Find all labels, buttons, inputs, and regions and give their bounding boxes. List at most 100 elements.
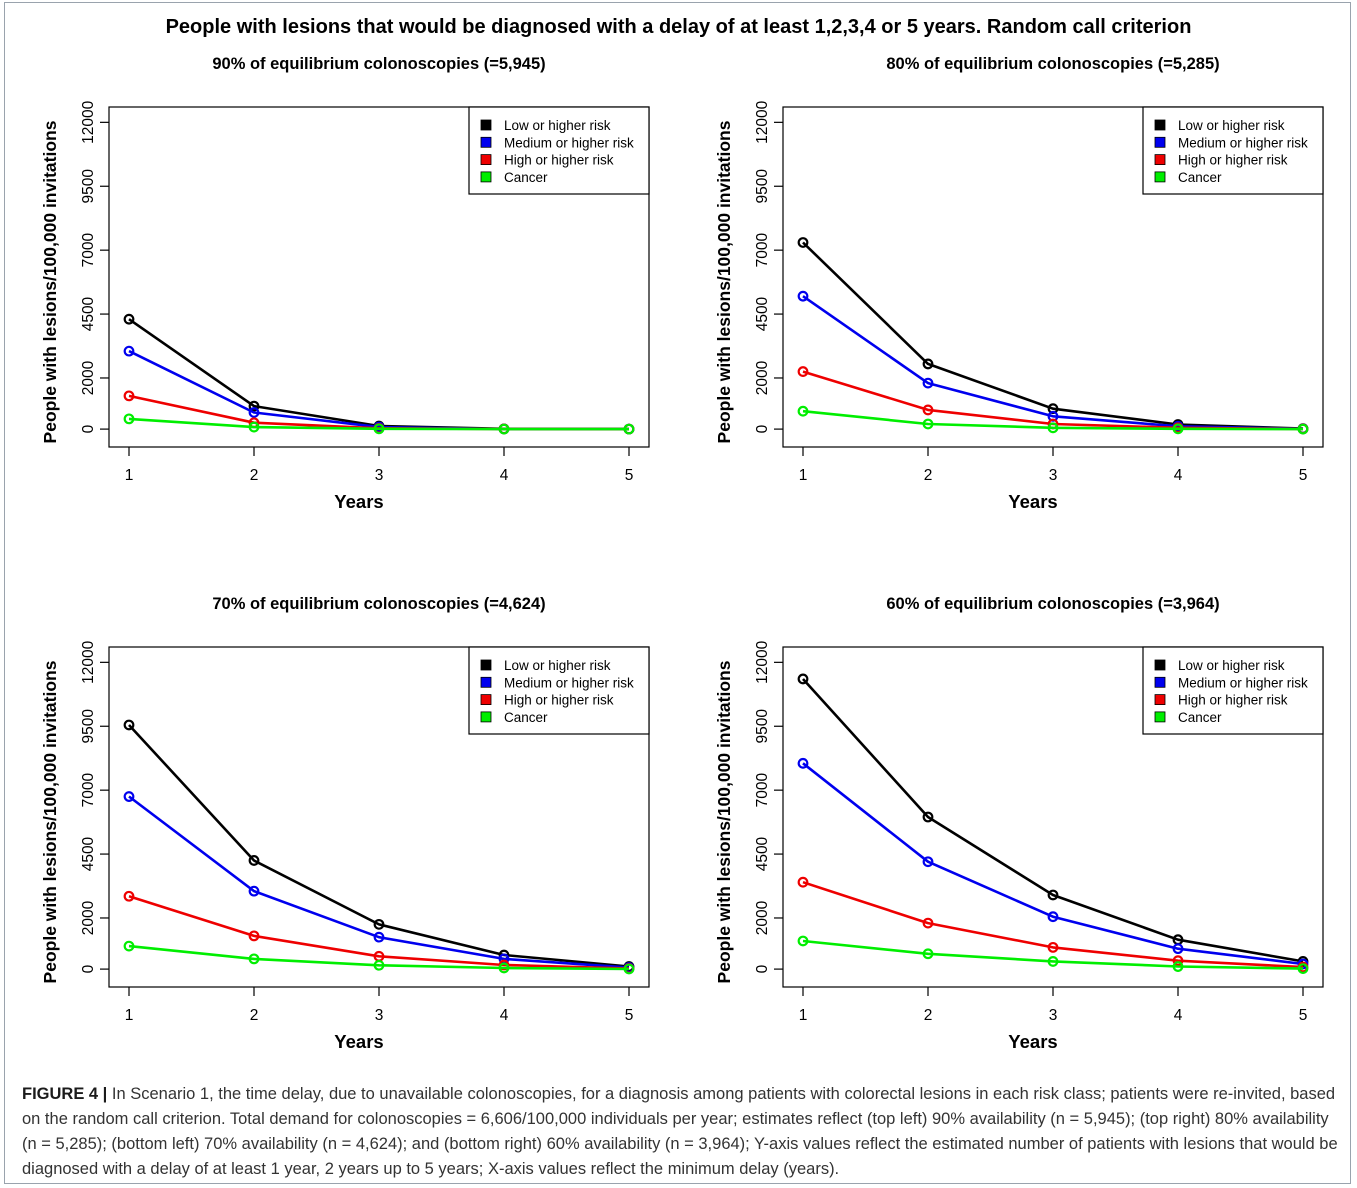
y-tick-label: 0 (754, 964, 771, 973)
data-point (797, 876, 809, 888)
x-tick-label: 1 (799, 467, 808, 484)
data-point (797, 405, 809, 417)
legend: Low or higher risk Medium or higher risk H… (468, 106, 650, 195)
legend-entry: Medium or higher risk (1178, 675, 1308, 690)
x-tick-label: 5 (625, 1007, 634, 1024)
legend-swatch (1154, 711, 1166, 723)
x-tick-label: 3 (375, 467, 384, 484)
data-point (922, 917, 934, 929)
legend-entry: High or higher risk (1178, 693, 1288, 708)
legend-entry: Cancer (504, 710, 548, 725)
figure-caption: FIGURE 4 | In Scenario 1, the time delay… (22, 1082, 1344, 1182)
x-tick-label: 3 (1049, 467, 1058, 484)
x-tick-label: 3 (1049, 1007, 1058, 1024)
caption-label: FIGURE 4 | (22, 1085, 108, 1103)
y-tick-label: 0 (754, 424, 771, 433)
data-point (623, 423, 635, 435)
data-point (1297, 423, 1309, 435)
series-line (128, 894, 630, 970)
y-tick-label: 9500 (754, 169, 771, 204)
y-tick-label: 4500 (80, 836, 97, 871)
legend-swatch (480, 711, 492, 723)
legend-entry: Low or higher risk (1178, 658, 1285, 673)
y-axis-label: People with lesions/100,000 invitations (40, 660, 60, 983)
legend-entry: High or higher risk (504, 693, 614, 708)
y-tick-label: 4500 (80, 296, 97, 331)
y-axis-label: People with lesions/100,000 invitations (40, 120, 60, 443)
data-point (373, 931, 385, 943)
series-line (802, 241, 1304, 430)
legend-swatch (480, 136, 492, 148)
legend-box (1142, 106, 1324, 195)
y-tick-label: 9500 (754, 709, 771, 744)
data-point (123, 390, 135, 402)
series-line (802, 762, 1304, 966)
legend-entry: Low or higher risk (504, 118, 611, 133)
legend-swatch (480, 659, 492, 671)
figure-frame (4, 2, 1351, 1184)
data-point (248, 885, 260, 897)
data-point (922, 418, 934, 430)
data-point (248, 407, 260, 418)
data-point (373, 423, 385, 435)
y-tick-label: 2000 (80, 360, 97, 395)
x-tick-label: 5 (1299, 1007, 1308, 1024)
data-point (797, 366, 809, 377)
x-axis-label: Years (1008, 1031, 1057, 1052)
panel-title: 80% of equilibrium colonoscopies (=5,285… (886, 55, 1219, 73)
legend: Low or higher risk Medium or higher risk H… (468, 646, 650, 735)
data-point (797, 757, 809, 769)
y-tick-label: 12000 (80, 640, 97, 683)
legend-entry: Low or higher risk (1178, 118, 1285, 133)
y-tick-label: 7000 (754, 773, 771, 808)
chart-panel-bottom-right: 60% of equilibrium colonoscopies (=3,964… (714, 595, 1324, 1052)
legend-swatch (480, 154, 492, 165)
legend: Low or higher risk Medium or higher risk H… (1142, 106, 1324, 195)
x-tick-label: 4 (1174, 467, 1183, 484)
x-tick-label: 2 (924, 1007, 933, 1024)
data-point (498, 423, 510, 435)
panel-title: 90% of equilibrium colonoscopies (=5,945… (212, 55, 545, 73)
x-axis-label: Years (1008, 491, 1057, 512)
data-point (498, 962, 510, 974)
legend-swatch (480, 119, 492, 131)
x-tick-label: 1 (125, 1007, 134, 1024)
x-tick-label: 4 (500, 1007, 509, 1024)
chart-panel-top-left: 90% of equilibrium colonoscopies (=5,945… (40, 55, 650, 512)
legend-swatch (1154, 171, 1166, 183)
y-tick-label: 9500 (80, 169, 97, 204)
y-tick-label: 9500 (80, 709, 97, 744)
data-point (1047, 941, 1059, 953)
x-tick-label: 5 (625, 467, 634, 484)
y-axis-label: People with lesions/100,000 invitations (714, 120, 734, 443)
x-tick-label: 4 (500, 467, 509, 484)
data-point (123, 413, 135, 425)
panel-title: 70% of equilibrium colonoscopies (=4,624… (212, 595, 545, 613)
legend-swatch (1154, 154, 1166, 165)
x-tick-label: 3 (375, 1007, 384, 1024)
legend-entry: High or higher risk (1178, 153, 1288, 168)
y-tick-label: 12000 (754, 640, 771, 683)
data-point (922, 377, 934, 389)
data-point (248, 400, 260, 412)
x-tick-label: 4 (1174, 1007, 1183, 1024)
data-point (373, 959, 385, 971)
data-point (1172, 943, 1184, 955)
legend-entry: Low or higher risk (504, 658, 611, 673)
series-line (128, 349, 630, 431)
x-tick-label: 5 (1299, 467, 1308, 484)
y-tick-label: 12000 (80, 100, 97, 143)
caption-text: In Scenario 1, the time delay, due to un… (22, 1085, 1338, 1178)
panel-title: 60% of equilibrium colonoscopies (=3,964… (886, 595, 1219, 613)
y-tick-label: 2000 (80, 900, 97, 935)
data-point (1047, 956, 1059, 967)
x-axis-label: Years (334, 491, 383, 512)
legend-swatch (1154, 136, 1166, 148)
data-point (1047, 911, 1059, 923)
data-point (123, 719, 135, 731)
legend-swatch (480, 694, 492, 705)
legend-swatch (1154, 119, 1166, 131)
y-tick-label: 12000 (754, 100, 771, 143)
legend-entry: Cancer (1178, 710, 1222, 725)
legend-swatch (480, 676, 492, 688)
